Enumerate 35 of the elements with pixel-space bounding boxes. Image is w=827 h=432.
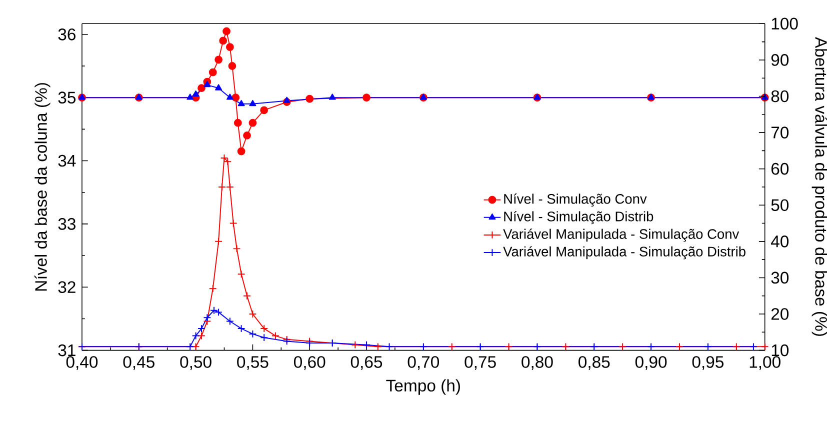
legend-label: Variável Manipulada - Simulação Conv: [503, 228, 740, 242]
y2-tick-label: 20: [771, 308, 789, 320]
legend-label: Nível - Simulação Conv: [504, 193, 647, 206]
x-tick-label: 0,90: [635, 356, 667, 370]
x-tick-label: 0,45: [123, 356, 154, 370]
y-tick-label: 33: [58, 218, 76, 230]
y2-tick-label: 50: [771, 199, 789, 211]
y2-tick-label: 60: [771, 162, 789, 175]
x-tick-label: 1,00: [750, 356, 780, 370]
y-tick-label: 32: [58, 281, 76, 293]
x-tick-label: 0,40: [66, 356, 98, 370]
y2-tick-label: 90: [771, 54, 789, 66]
x-tick-label: 0,95: [692, 356, 724, 370]
y2-tick-label: 40: [770, 235, 789, 248]
x-tick-label: 0,50: [180, 356, 212, 370]
y-tick-label: 36: [58, 28, 76, 40]
x-tick-label: 0,85: [578, 356, 610, 370]
x-tick-label: 0,60: [294, 356, 326, 370]
y-tick-label: 31: [58, 344, 76, 356]
y-axis-title: Nível da base da coluna (%): [34, 82, 50, 290]
y-tick-label: 34: [58, 154, 76, 167]
y2-tick-label: 100: [772, 18, 798, 30]
x-tick-label: 0,75: [464, 356, 496, 370]
x-tick-label: 0,55: [237, 356, 268, 370]
y2-tick-label: 30: [771, 272, 789, 284]
x-axis-title: Tempo (h): [386, 379, 460, 395]
y-tick-label: 35: [58, 92, 76, 104]
legend-label: Variável Manipulada - Simulação Distrib: [503, 246, 746, 260]
x-tick-label: 0,70: [408, 356, 440, 370]
y2-tick-label: 80: [771, 90, 789, 102]
legend-label: Nível - Simulação Distrib: [504, 210, 654, 224]
x-tick-label: 0,80: [522, 356, 553, 370]
x-tick-label: 0,65: [350, 356, 382, 370]
y2-tick-label: 70: [771, 126, 789, 138]
y2-tick-label: 10: [772, 344, 789, 356]
